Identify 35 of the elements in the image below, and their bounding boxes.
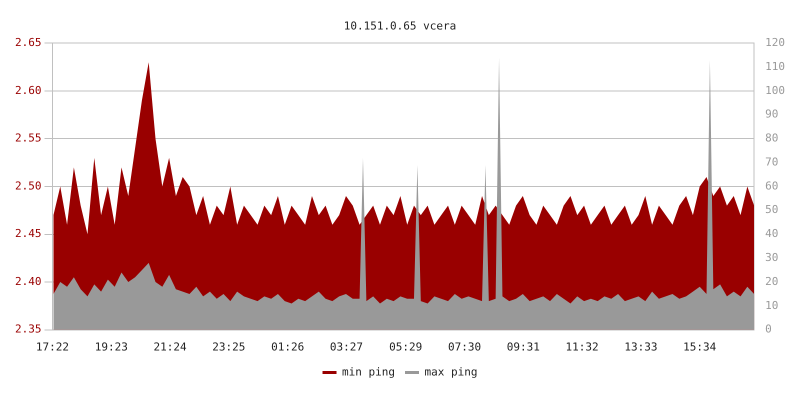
y2-tick-label: 120 [765, 36, 786, 50]
x-tick-label: 19:23 [94, 340, 128, 354]
y-tick-label: 2.35 [14, 322, 42, 336]
x-tick-label: 01:26 [271, 340, 304, 354]
x-tick-label: 11:32 [566, 340, 599, 354]
y2-tick-label: 80 [765, 132, 778, 145]
y2-tick-label: 100 [765, 84, 786, 97]
x-tick-label: 15:34 [683, 340, 717, 354]
x-tick-label: 07:30 [448, 340, 482, 354]
x-tick-label: 23:25 [212, 340, 246, 354]
y-tick-label: 2.50 [14, 179, 42, 192]
chart-title: 10.151.0.65 vcera [344, 19, 456, 32]
legend-label: max ping [424, 365, 478, 378]
y-tick-label: 2.40 [14, 274, 42, 288]
legend-label: min ping [342, 365, 396, 378]
y2-tick-label: 50 [765, 203, 778, 216]
y2-tick-label: 90 [765, 108, 778, 121]
y-tick-label: 2.55 [14, 132, 42, 145]
y2-tick-label: 10 [765, 298, 778, 312]
y-tick-label: 2.60 [14, 84, 42, 97]
y2-tick-label: 40 [765, 227, 778, 240]
x-tick-label: 03:27 [330, 340, 364, 354]
x-tick-label: 21:24 [154, 340, 188, 354]
x-tick-label: 05:29 [389, 340, 422, 354]
y2-tick-label: 30 [765, 251, 778, 264]
y2-tick-label: 110 [765, 60, 786, 73]
y2-tick-label: 70 [765, 155, 778, 168]
x-tick-label: 17:22 [36, 340, 70, 354]
y-tick-label: 2.65 [14, 36, 42, 50]
y2-tick-label: 60 [765, 179, 778, 192]
x-tick-label: 13:33 [624, 340, 658, 354]
y-tick-label: 2.45 [14, 227, 42, 240]
y2-tick-label: 0 [765, 322, 772, 336]
x-tick-label: 09:31 [506, 340, 540, 354]
y2-tick-label: 20 [765, 274, 778, 288]
